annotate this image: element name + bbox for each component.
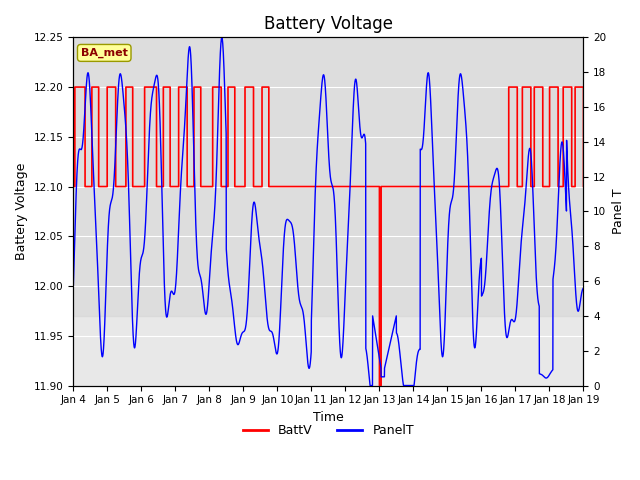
Legend: BattV, PanelT: BattV, PanelT — [237, 419, 419, 442]
Title: Battery Voltage: Battery Voltage — [264, 15, 393, 33]
X-axis label: Time: Time — [313, 411, 344, 424]
Y-axis label: Panel T: Panel T — [612, 189, 625, 234]
Bar — [73, 37, 584, 316]
Text: BA_met: BA_met — [81, 48, 128, 58]
Y-axis label: Battery Voltage: Battery Voltage — [15, 163, 28, 260]
